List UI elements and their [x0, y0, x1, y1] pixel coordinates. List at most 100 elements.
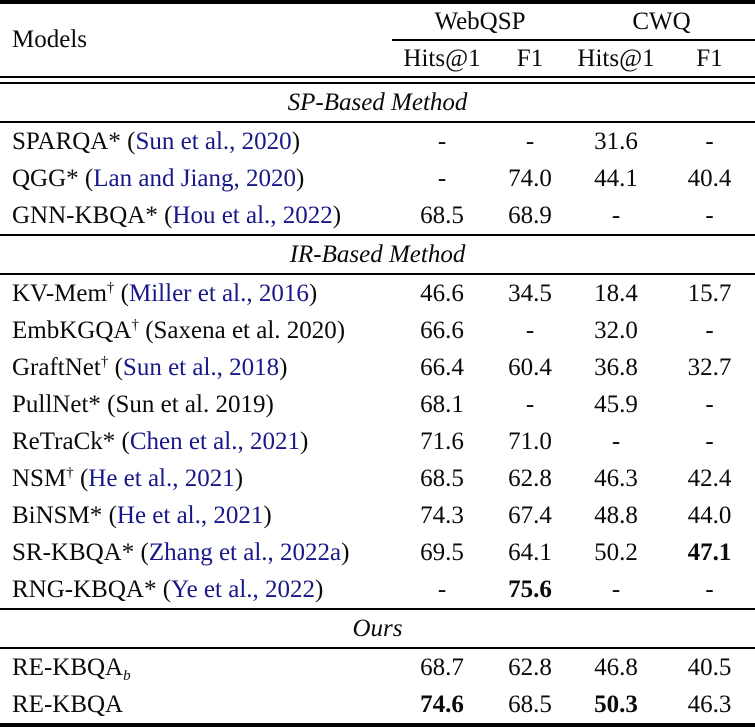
citation-open-paren: ( — [108, 353, 123, 381]
model-name: BiNSM* — [12, 501, 103, 529]
model-name: RE-KBQA — [12, 690, 124, 718]
model-name: QGG* — [12, 164, 79, 192]
subheader-cwq-f1: F1 — [696, 44, 723, 72]
citation-link[interactable]: Chen et al., 2021 — [129, 427, 300, 455]
table-row-graftnet: GraftNet† (Sun et al., 2018) 66.4 60.4 3… — [0, 349, 755, 386]
cell-webqsp-hits1: 69.5 — [420, 538, 464, 566]
cell-webqsp-f1: - — [525, 127, 535, 155]
citation-close-paren: ) — [299, 427, 309, 455]
citation-link[interactable]: Zhang et al., 2022a — [148, 538, 342, 566]
model-name: KV-Mem — [12, 279, 107, 307]
cell-cwq-hits1: 32.0 — [594, 316, 638, 344]
group-header-cwq: CWQ — [568, 2, 755, 41]
group-header-webqsp: WebQSP — [392, 2, 568, 41]
citation-open-paren: ( — [120, 127, 136, 155]
subheader-webqsp-hits1: Hits@1 — [403, 44, 481, 72]
citation-link[interactable]: Hou et al., 2022 — [172, 201, 333, 229]
model-cell: KV-Mem† (Miller et al., 2016) — [0, 274, 392, 312]
cell-webqsp-hits1: 68.5 — [420, 201, 464, 229]
cell-webqsp-hits1: - — [437, 575, 447, 603]
model-name: ReTraCk* — [12, 427, 116, 455]
cell-webqsp-f1: 75.6 — [508, 575, 552, 603]
model-subscript: b — [123, 667, 131, 684]
citation-open-paren: ( — [114, 279, 129, 307]
section-title-ir-based: IR-Based Method — [0, 234, 755, 275]
cell-webqsp-hits1: 71.6 — [420, 427, 464, 455]
citation-close-paren: ) — [336, 316, 346, 344]
cell-webqsp-f1: 67.4 — [508, 501, 552, 529]
model-name: SR-KBQA* — [12, 538, 135, 566]
model-name: NSM — [12, 464, 67, 492]
cell-cwq-f1: 32.7 — [687, 353, 732, 381]
model-name: PullNet* — [12, 390, 101, 418]
cell-cwq-hits1: - — [611, 575, 621, 603]
cell-webqsp-f1: 34.5 — [508, 279, 552, 307]
citation-link[interactable]: Lan and Jiang, 2020 — [93, 164, 296, 192]
citation-open-paren: ( — [115, 427, 130, 455]
section-row-ir-based: IR-Based Method — [0, 234, 755, 275]
citation-link[interactable]: He et al., 2021 — [88, 464, 235, 492]
cell-cwq-f1: 15.7 — [687, 279, 732, 307]
model-cell: RE-KBQAb — [0, 648, 392, 686]
subheader-webqsp-f1: F1 — [516, 44, 544, 72]
model-name: RNG-KBQA* — [12, 575, 157, 603]
cell-cwq-f1: - — [705, 127, 714, 155]
model-name: GraftNet — [12, 353, 101, 381]
cell-cwq-hits1: - — [611, 427, 621, 455]
cell-webqsp-f1: 62.8 — [508, 653, 552, 681]
model-name: EmbKGQA — [12, 316, 132, 344]
cell-webqsp-hits1: 68.5 — [420, 464, 464, 492]
citation-link[interactable]: Ye et al., 2022 — [171, 575, 316, 603]
citation-open-paren: ( — [102, 501, 117, 529]
cell-cwq-f1: - — [705, 201, 714, 229]
table-row-pullnet: PullNet* (Sun et al. 2019) 68.1 - 45.9 - — [0, 386, 755, 423]
citation-link[interactable]: Sun et al., 2020 — [135, 127, 292, 155]
cell-webqsp-hits1: 74.3 — [420, 501, 464, 529]
table-row-gnn-kbqa: GNN-KBQA* (Hou et al., 2022) 68.5 68.9 -… — [0, 197, 755, 235]
cell-webqsp-hits1: 66.6 — [420, 316, 464, 344]
cell-webqsp-hits1: - — [437, 127, 447, 155]
cell-cwq-f1: 44.0 — [687, 501, 732, 529]
table-row-nsm: NSM† (He et al., 2021) 68.5 62.8 46.3 42… — [0, 460, 755, 497]
citation-text: Sun et al. 2019 — [115, 390, 266, 418]
model-cell: EmbKGQA† (Saxena et al. 2020) — [0, 312, 392, 349]
header-row-groups: Models WebQSP CWQ — [0, 2, 755, 53]
cell-cwq-hits1: 46.3 — [594, 464, 638, 492]
cell-webqsp-hits1: - — [437, 164, 447, 192]
citation-link[interactable]: Sun et al., 2018 — [122, 353, 280, 381]
cell-webqsp-f1: 71.0 — [508, 427, 552, 455]
cell-webqsp-hits1: 68.7 — [420, 653, 464, 681]
citation-link[interactable]: Miller et al., 2016 — [129, 279, 309, 307]
table-row-embkgqa: EmbKGQA† (Saxena et al. 2020) 66.6 - 32.… — [0, 312, 755, 349]
header-row-metrics: Hits@1 F1 Hits@1 F1 — [0, 40, 755, 77]
cell-cwq-f1: 40.5 — [687, 653, 732, 681]
table-row-sr-kbqa: SR-KBQA* (Zhang et al., 2022a) 69.5 64.1… — [0, 534, 755, 571]
cell-cwq-hits1: 46.8 — [594, 653, 638, 681]
model-name: SPARQA* — [12, 127, 121, 155]
dagger-icon: † — [106, 279, 115, 296]
citation-open-paren: ( — [138, 316, 154, 344]
citation-open-paren: ( — [157, 201, 173, 229]
table-row-qgg: QGG* (Lan and Jiang, 2020) - 74.0 44.1 4… — [0, 160, 755, 197]
model-cell: RE-KBQA — [0, 686, 392, 727]
model-cell: ReTraCk* (Chen et al., 2021) — [0, 423, 392, 460]
citation-open-paren: ( — [156, 575, 172, 603]
cell-webqsp-hits1: 74.6 — [392, 686, 492, 727]
cell-cwq-hits1: 48.8 — [594, 501, 638, 529]
cell-cwq-hits1: 50.3 — [568, 686, 664, 727]
citation-close-paren: ) — [265, 390, 274, 418]
dagger-icon: † — [100, 353, 109, 370]
citation-link[interactable]: He et al., 2021 — [116, 501, 264, 529]
double-rule — [0, 76, 755, 84]
cell-cwq-f1: 47.1 — [687, 538, 732, 566]
citation-close-paren: ) — [295, 164, 305, 192]
cell-cwq-f1: 42.4 — [687, 464, 732, 492]
cell-cwq-hits1: 18.4 — [594, 279, 638, 307]
cell-cwq-hits1: 50.2 — [594, 538, 638, 566]
section-row-ours: Ours — [0, 608, 755, 649]
cell-webqsp-f1: 68.5 — [492, 686, 568, 727]
cell-cwq-hits1: - — [611, 201, 621, 229]
cell-webqsp-f1: 68.9 — [508, 201, 552, 229]
